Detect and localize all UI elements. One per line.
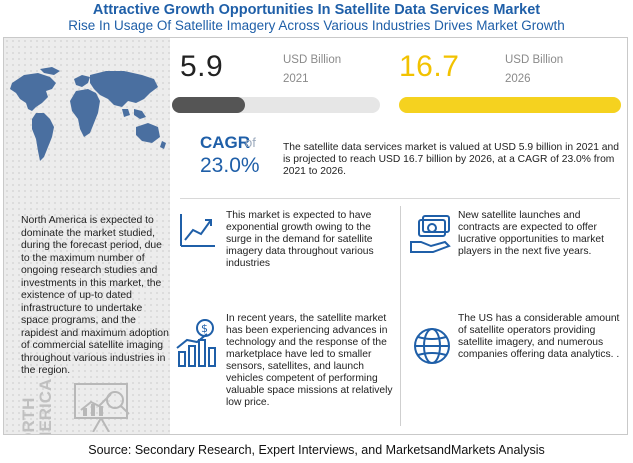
progress-bar-2026 bbox=[399, 97, 621, 113]
north-america-description: North America is expected to dominate th… bbox=[21, 215, 169, 376]
year-2026: 2026 bbox=[505, 73, 531, 85]
column-divider bbox=[400, 206, 401, 426]
growth-chart-icon bbox=[180, 214, 215, 247]
svg-text:$: $ bbox=[201, 322, 208, 335]
presentation-board-icon bbox=[74, 383, 130, 432]
source-note: Source: Secondary Research, Expert Inter… bbox=[88, 443, 545, 457]
market-summary: The satellite data services market is va… bbox=[283, 142, 619, 177]
globe-icon bbox=[414, 328, 450, 364]
section-divider bbox=[180, 198, 620, 199]
content-frame bbox=[3, 37, 628, 435]
value-2026: 16.7 bbox=[399, 50, 460, 83]
insight-text-1: This market is expected to have exponent… bbox=[226, 210, 374, 269]
region-label-america: AMERICA bbox=[36, 378, 55, 434]
money-hand-icon bbox=[410, 215, 451, 253]
region-label-north: NORTH bbox=[19, 397, 38, 434]
left-panel: North America is expected to dominate th… bbox=[4, 38, 170, 434]
year-2021: 2021 bbox=[283, 73, 309, 85]
unit-2026: USD Billion bbox=[505, 54, 564, 66]
cagr-value: 23.0% bbox=[200, 154, 260, 177]
page-title: Attractive Growth Opportunities In Satel… bbox=[92, 2, 541, 18]
progress-fill-2026 bbox=[399, 97, 621, 113]
insight-text-2: New satellite launches and contracts are… bbox=[458, 210, 604, 257]
cagr-label: CAGR bbox=[200, 133, 251, 152]
progress-fill-2021 bbox=[172, 97, 245, 113]
insight-text-3: In recent years, the satellite market ha… bbox=[226, 313, 393, 408]
cagr-of: of bbox=[245, 135, 256, 150]
unit-2021: USD Billion bbox=[283, 54, 342, 66]
page-subtitle: Rise In Usage Of Satellite Imagery Acros… bbox=[68, 18, 565, 33]
progress-bar-2021 bbox=[172, 97, 380, 113]
value-2021: 5.9 bbox=[180, 50, 224, 83]
world-map-icon bbox=[10, 67, 166, 161]
dollar-bars-icon: $ bbox=[176, 319, 216, 367]
insight-text-4: The US has a considerable amount of sate… bbox=[458, 313, 620, 360]
